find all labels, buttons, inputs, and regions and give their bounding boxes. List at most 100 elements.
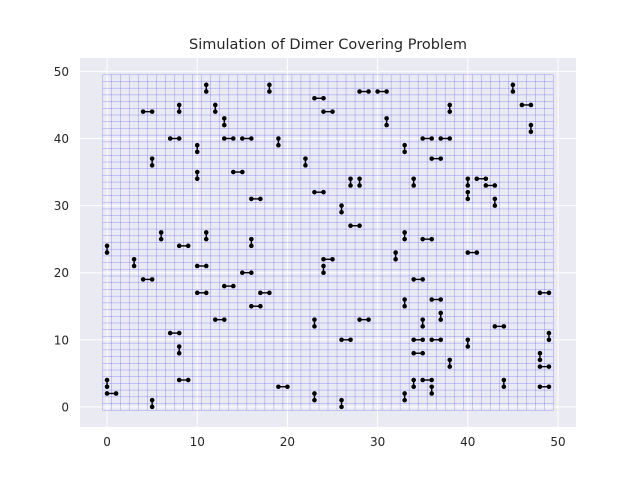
dimer-77: [465, 189, 471, 202]
dimer-25: [221, 136, 236, 141]
y-tick-label-0: 0: [61, 400, 69, 414]
dimer-78: [465, 176, 471, 188]
dimer-site: [429, 236, 435, 242]
dimer-site: [312, 189, 317, 195]
dimer-site: [447, 364, 453, 369]
dimer-site: [411, 350, 416, 356]
dimer-63: [411, 176, 416, 188]
dimer-site: [194, 263, 200, 269]
x-tick-label-3: 30: [370, 435, 385, 449]
dimer-site: [312, 397, 317, 403]
dimer-site: [384, 116, 389, 121]
dimer-58: [402, 142, 407, 155]
dimer-42: [321, 256, 335, 262]
dimer-60: [411, 350, 425, 356]
dimer-46: [339, 203, 344, 215]
dimer-72: [438, 310, 444, 322]
dimer-site: [447, 357, 453, 363]
dimer-site: [249, 243, 254, 249]
dimer-site: [510, 82, 516, 88]
dimer-site: [537, 384, 543, 390]
dimer-site: [438, 156, 444, 161]
dimer-20: [203, 82, 209, 94]
dimer-19: [203, 230, 209, 242]
dimer-site: [176, 330, 182, 336]
dimer-65: [420, 377, 435, 383]
dimer-site: [158, 230, 164, 235]
dimer-site: [492, 324, 498, 329]
dimer-site: [501, 324, 507, 329]
dimer-site: [429, 337, 435, 343]
dimer-site: [420, 377, 425, 383]
dimer-site: [321, 256, 326, 262]
dimer-site: [212, 109, 218, 114]
dimer-site: [249, 136, 254, 141]
x-tick-label-5: 50: [550, 435, 565, 449]
dimer-18: [194, 142, 200, 155]
dimer-site: [465, 250, 471, 255]
dimer-site: [185, 377, 191, 383]
dimer-82: [492, 196, 498, 208]
dimer-site: [492, 203, 498, 208]
dimer-23: [221, 283, 236, 289]
dimer-16: [194, 263, 209, 269]
plot-area: [80, 58, 576, 427]
dimer-site: [194, 176, 200, 182]
dimer-site: [131, 256, 137, 262]
dimer-site: [131, 263, 137, 269]
dimer-49: [357, 176, 362, 188]
dimer-site: [149, 163, 155, 168]
dimer-site: [492, 196, 498, 202]
dimer-site: [438, 297, 444, 302]
dimer-site: [447, 102, 453, 108]
dimer-site: [140, 109, 146, 114]
dimer-48: [348, 176, 353, 188]
dimer-site: [212, 102, 218, 108]
dimer-site: [474, 176, 480, 182]
y-tick-label-1: 10: [54, 333, 69, 347]
y-axis-ticks: 0 10 20 30 40 50: [54, 65, 69, 414]
dimer-site: [176, 377, 182, 383]
dimer-site: [203, 290, 209, 296]
dimer-site: [149, 404, 155, 410]
dimer-site: [393, 256, 398, 262]
dimer-site: [194, 149, 200, 155]
dimer-site: [420, 236, 425, 242]
dimer-0: [104, 377, 110, 390]
dimer-11: [176, 344, 182, 356]
dimer-site: [203, 89, 209, 94]
dimer-4: [140, 277, 155, 282]
dimer-site: [546, 384, 552, 390]
dimer-80: [474, 176, 489, 182]
dimer-17: [194, 169, 200, 182]
y-tick-label-3: 30: [54, 199, 69, 213]
dimer-88: [537, 364, 552, 369]
dimer-site: [203, 82, 209, 88]
dimer-site: [429, 377, 435, 383]
dimer-26: [231, 169, 245, 175]
dimer-site: [194, 290, 200, 296]
dimer-site: [528, 122, 534, 128]
dimer-74: [447, 357, 453, 369]
dimer-44: [339, 397, 344, 410]
dimer-76: [465, 337, 471, 349]
dimer-site: [501, 384, 507, 390]
dimer-12: [176, 102, 182, 114]
dimer-site: [357, 317, 362, 322]
dimer-site: [240, 136, 245, 141]
dimer-site: [149, 156, 155, 161]
dimer-site: [348, 223, 353, 229]
dimer-site: [357, 183, 362, 188]
dimer-site: [357, 89, 362, 94]
dimer-site: [339, 337, 344, 343]
dimer-site: [330, 256, 335, 262]
dimer-70: [429, 297, 444, 302]
chart-title: Simulation of Dimer Covering Problem: [189, 37, 467, 53]
x-tick-label-1: 10: [190, 435, 205, 449]
dimer-14: [176, 377, 191, 383]
dimer-site: [203, 230, 209, 235]
dimer-3: [131, 256, 137, 269]
dimer-35: [276, 136, 281, 148]
dimer-6: [149, 156, 155, 168]
dimer-69: [429, 337, 444, 343]
